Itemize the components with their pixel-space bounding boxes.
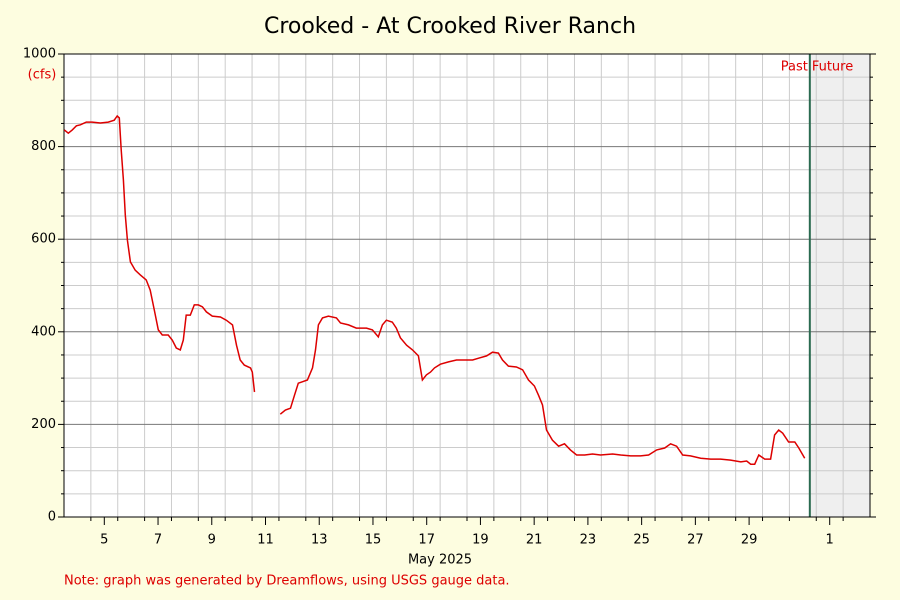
x-tick-label: 9 (208, 533, 216, 548)
y-axis-label: (cfs) (28, 68, 57, 83)
x-tick-label: 29 (741, 533, 758, 548)
x-tick-label: 5 (100, 533, 108, 548)
flow-line (63, 114, 806, 465)
y-tick-label: 1000 (23, 47, 56, 62)
x-tick-label: 19 (472, 533, 489, 548)
y-tick-label: 0 (48, 510, 56, 525)
x-tick-label: 1 (826, 533, 834, 548)
x-tick-label: 11 (257, 533, 274, 548)
future-label: Future (812, 60, 853, 75)
y-tick-label: 800 (31, 139, 56, 154)
plot-frame (63, 53, 871, 518)
chart-title: Crooked - At Crooked River Ranch (264, 14, 636, 39)
x-tick-label: 15 (365, 533, 382, 548)
x-tick-label: 21 (526, 533, 543, 548)
x-tick-label: 13 (311, 533, 328, 548)
x-tick-label: 27 (687, 533, 704, 548)
y-tick-label: 600 (31, 232, 56, 247)
x-axis-label: May 2025 (408, 553, 472, 568)
x-tick-label: 17 (418, 533, 435, 548)
plot-area (64, 53, 870, 518)
y-tick-label: 200 (31, 417, 56, 432)
past-label: Past (781, 60, 808, 75)
x-tick-label: 23 (580, 533, 597, 548)
y-tick-label: 400 (31, 324, 56, 339)
x-tick-label: 25 (633, 533, 650, 548)
note: Note: graph was generated by Dreamflows,… (64, 574, 510, 589)
x-tick-label: 7 (154, 533, 162, 548)
